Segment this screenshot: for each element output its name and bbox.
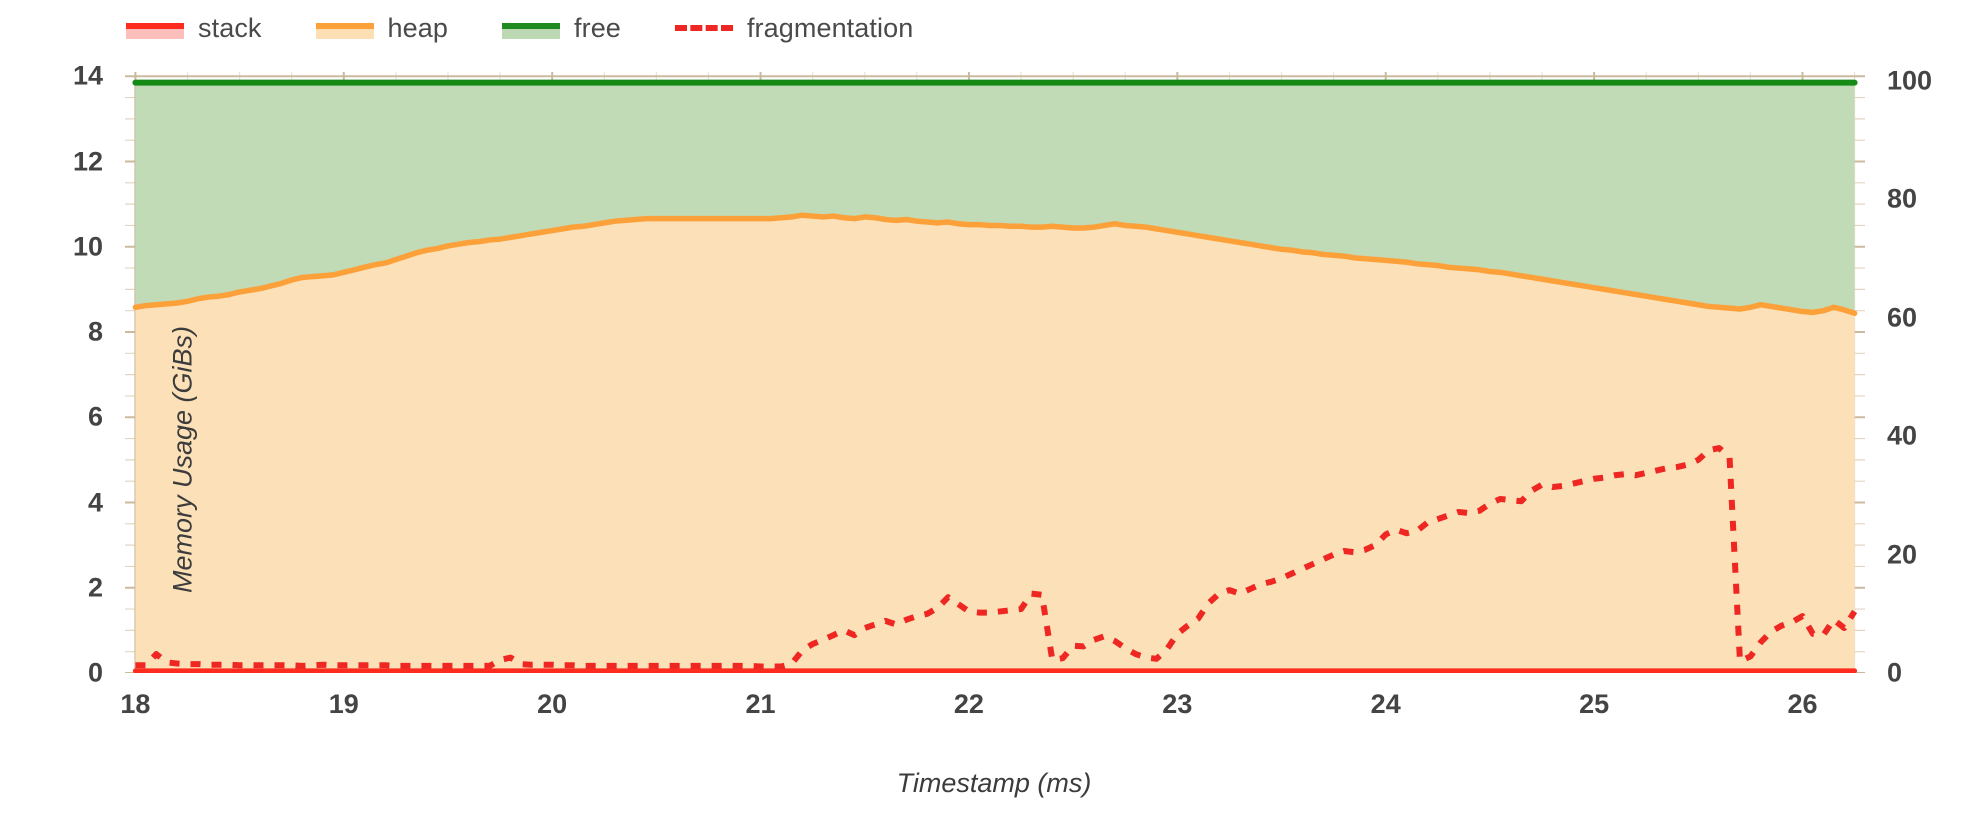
y-tick-right: 80 xyxy=(1887,183,1918,214)
legend-swatch-line xyxy=(315,23,374,29)
legend-swatch-fragmentation-icon xyxy=(674,17,733,39)
legend-item-heap[interactable]: heap xyxy=(315,8,448,48)
x-tick: 20 xyxy=(537,689,568,719)
x-tick: 19 xyxy=(328,689,359,719)
chart-legend: stack heap free fragmentation xyxy=(0,0,1988,56)
legend-label: heap xyxy=(387,12,448,43)
free-band xyxy=(135,82,1855,314)
series-fragmentation-line xyxy=(135,445,1858,670)
y-tick-left: 6 xyxy=(87,401,103,432)
heap-line xyxy=(132,212,1858,316)
x-tick: 21 xyxy=(745,689,776,719)
x-tick: 25 xyxy=(1579,689,1610,719)
legend-item-fragmentation[interactable]: fragmentation xyxy=(674,8,914,48)
series-heap-line xyxy=(132,212,1858,316)
legend-swatch-free-icon xyxy=(502,17,560,39)
series-free-area xyxy=(135,82,1855,314)
legend-swatch-heap-icon xyxy=(315,17,374,39)
y-tick-right: 20 xyxy=(1887,539,1918,570)
legend-swatch-line xyxy=(126,23,184,29)
legend-swatch-stack-icon xyxy=(126,17,184,39)
legend-item-stack[interactable]: stack xyxy=(126,8,262,48)
legend-swatch-line xyxy=(674,25,733,31)
y-axis-left-title: Memory Usage (GiBs) xyxy=(167,325,198,594)
fragmentation-line xyxy=(135,445,1858,670)
series-heap-area xyxy=(135,215,1855,671)
legend-label: stack xyxy=(198,12,262,43)
y-tick-left: 4 xyxy=(87,487,103,517)
x-tick: 26 xyxy=(1787,689,1818,719)
y-tick-left: 10 xyxy=(72,231,103,262)
heap-band xyxy=(135,215,1855,671)
legend-swatch-line xyxy=(502,23,560,29)
y-tick-left: 2 xyxy=(87,572,103,603)
y-tick-left: 12 xyxy=(72,146,103,176)
x-tick: 23 xyxy=(1162,689,1193,719)
x-tick: 18 xyxy=(120,689,151,719)
legend-label: free xyxy=(574,12,621,43)
x-tick: 22 xyxy=(953,689,984,719)
x-tick: 24 xyxy=(1370,689,1401,719)
legend-label: fragmentation xyxy=(746,12,914,43)
plot-area: Memory Usage (GiBs) Fragmentation (%) xyxy=(125,72,1865,673)
plot-svg xyxy=(125,72,1865,673)
x-axis-title: Timestamp (ms) xyxy=(896,768,1092,798)
legend-item-free[interactable]: free xyxy=(502,8,621,48)
y-tick-right: 40 xyxy=(1887,420,1918,451)
y-tick-left: 0 xyxy=(87,657,103,688)
y-tick-left: 14 xyxy=(72,60,103,91)
y-tick-right: 0 xyxy=(1887,657,1903,688)
y-tick-left: 8 xyxy=(87,316,103,347)
y-tick-right: 60 xyxy=(1887,302,1918,333)
y-tick-right: 100 xyxy=(1887,65,1933,96)
